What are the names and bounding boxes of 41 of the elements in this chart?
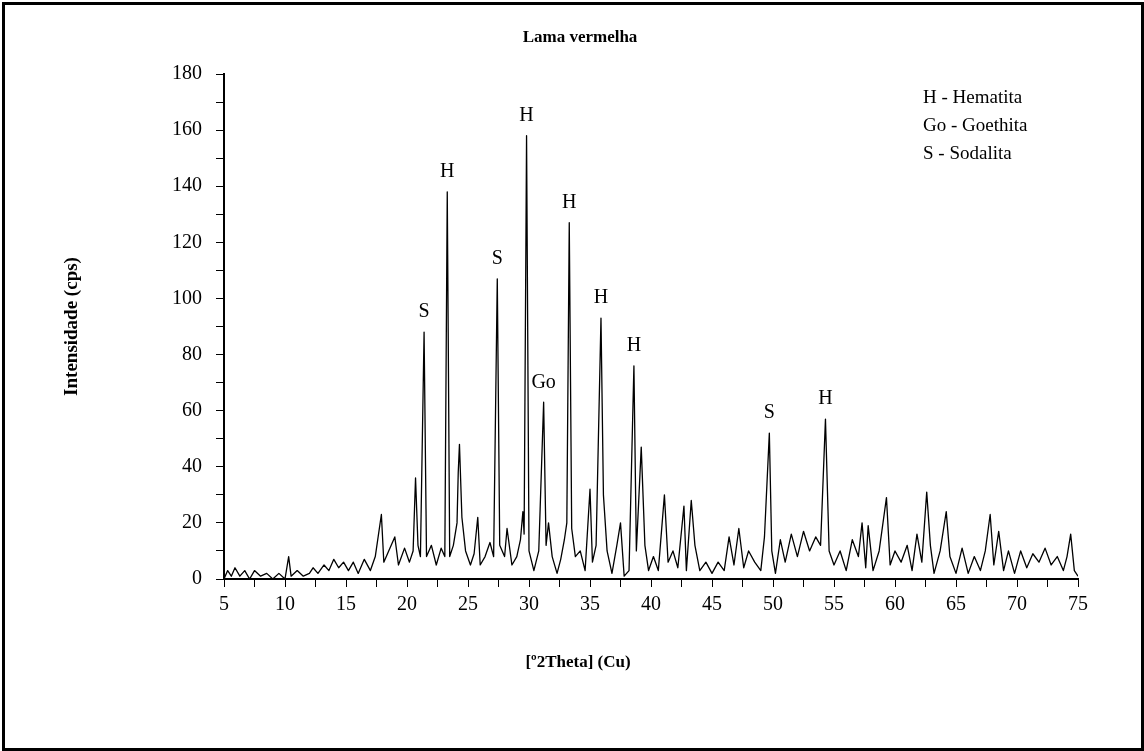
x-tick-label: 35 [580, 592, 600, 615]
x-tick-label: 70 [1007, 592, 1027, 615]
x-tick-label: 25 [458, 592, 478, 615]
x-tick-label: 55 [824, 592, 844, 615]
x-tick-label: 65 [946, 592, 966, 615]
annotation: S - Sodalita [923, 141, 1013, 163]
y-tick-label: 120 [172, 229, 202, 252]
x-tick-label: 50 [763, 592, 783, 615]
x-tick-label: 10 [275, 592, 295, 615]
y-tick-label: 0 [192, 566, 202, 589]
x-tick-label: 60 [885, 592, 905, 615]
y-tick-label: 140 [172, 173, 202, 196]
x-tick-label: 15 [336, 592, 356, 615]
x-tick-label: 40 [641, 592, 661, 615]
x-axis-title: [º2Theta] (Cu) [525, 652, 631, 672]
y-axis-title: Intensidade (cps) [59, 257, 82, 396]
annotation: H [626, 333, 642, 356]
y-tick-label: 20 [182, 510, 202, 533]
annotation: Go - Goethita [923, 113, 1029, 135]
y-tick-label: 100 [172, 285, 202, 308]
annotation: Go [531, 369, 556, 392]
y-tick-label: 80 [182, 341, 202, 364]
x-tick-label: 20 [397, 592, 417, 615]
chart-title: Lama vermelha [522, 27, 638, 47]
annotation: H - Hematita [923, 85, 1023, 107]
annotation: S [491, 246, 503, 269]
x-tick-label: 45 [702, 592, 722, 615]
y-tick-label: 160 [172, 117, 202, 140]
annotation: S [418, 299, 430, 322]
x-tick-label: 75 [1068, 592, 1088, 615]
annotation: H [440, 159, 455, 182]
y-tick-label: 60 [182, 397, 202, 420]
y-tick-label: 40 [182, 454, 202, 477]
x-tick-label: 30 [519, 592, 539, 615]
annotation: H [562, 189, 577, 212]
annotation: S [763, 400, 775, 423]
annotation: H [593, 285, 609, 308]
y-tick-label: 180 [172, 61, 202, 84]
annotation: H [818, 386, 833, 409]
annotation: H [519, 102, 534, 125]
x-tick-label: 5 [219, 592, 229, 615]
